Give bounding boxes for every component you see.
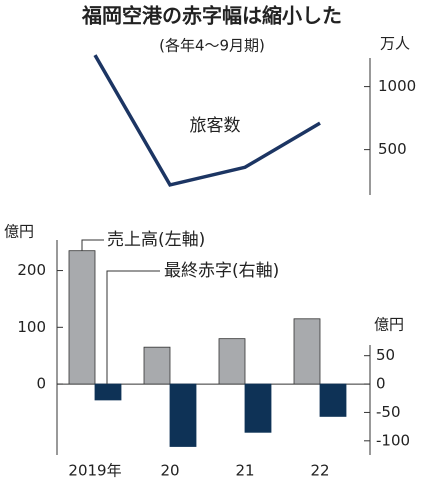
x-tick-label: 2019年 bbox=[68, 462, 121, 480]
bar bbox=[143, 346, 171, 385]
leader-line bbox=[81, 239, 104, 251]
leader-line bbox=[106, 270, 160, 385]
y-tick-label: 500 bbox=[378, 140, 407, 158]
y2-tick-label: 50 bbox=[376, 346, 395, 364]
x-tick-label: 21 bbox=[235, 462, 254, 480]
x-tick-label: 20 bbox=[160, 462, 179, 480]
bar bbox=[293, 318, 321, 385]
y-tick-label: 1000 bbox=[378, 77, 416, 95]
bar bbox=[169, 383, 197, 447]
legend-label: 最終赤字(右軸) bbox=[164, 261, 279, 281]
y-tick-label: 200 bbox=[17, 261, 46, 279]
chart-title: 福岡空港の赤字幅は縮小した bbox=[81, 4, 342, 28]
line-label: 旅客数 bbox=[190, 116, 241, 136]
bar bbox=[94, 383, 122, 401]
y-unit: 億円 bbox=[4, 223, 34, 241]
bar bbox=[68, 250, 96, 385]
y2-tick-label: -50 bbox=[376, 403, 401, 421]
y2-unit: 億円 bbox=[374, 316, 404, 334]
y-unit: 万人 bbox=[380, 35, 410, 53]
y-tick-label: 100 bbox=[17, 318, 46, 336]
chart-subtitle: (各年4～9月期) bbox=[159, 37, 265, 55]
bar bbox=[319, 383, 347, 417]
y2-tick-label: -100 bbox=[376, 431, 410, 449]
y2-tick-label: 0 bbox=[376, 375, 386, 393]
bar bbox=[244, 383, 272, 433]
y-tick-label: 0 bbox=[36, 375, 46, 393]
line bbox=[93, 54, 321, 187]
x-tick-label: 22 bbox=[310, 462, 329, 480]
legend-label: 売上高(左軸) bbox=[107, 230, 205, 250]
bar bbox=[218, 338, 246, 385]
